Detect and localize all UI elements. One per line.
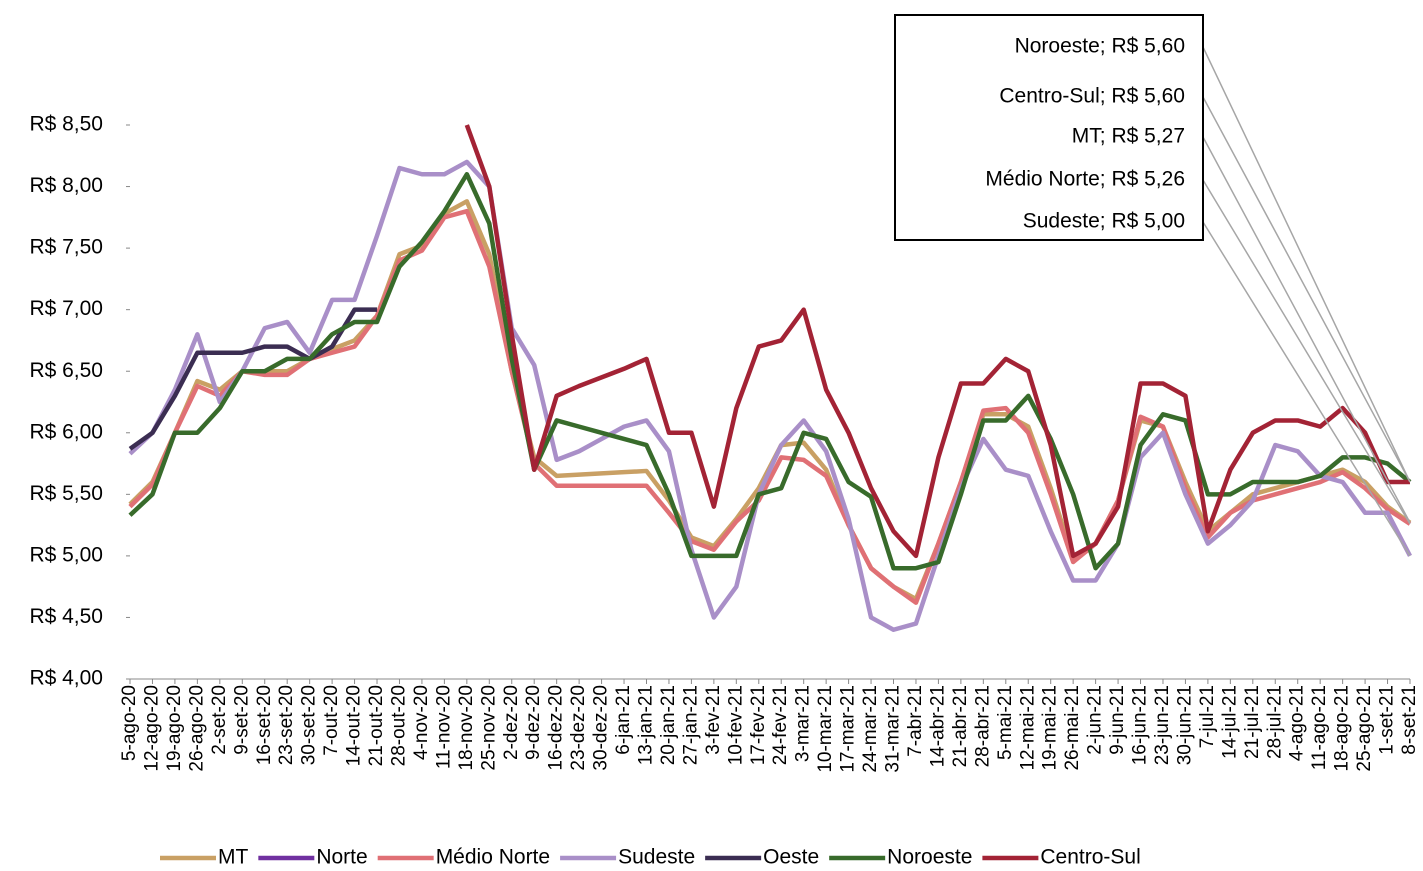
x-tick-label: 14-abr-21 [927,685,948,767]
x-tick-label: 30-jun-21 [1174,685,1195,765]
x-tick-label: 25-nov-20 [478,685,499,771]
legend-label: Médio Norte [436,846,550,869]
x-tick-label: 19-ago-20 [164,685,185,772]
x-tick-label: 23-dez-20 [568,685,589,771]
x-tick-label: 21-abr-21 [950,685,971,767]
x-tick-label: 1-set-21 [1377,685,1398,755]
x-tick-label: 23-jun-21 [1152,685,1173,765]
series-line [128,208,1412,605]
x-tick-label: 18-ago-21 [1332,685,1353,772]
x-tick-label: 2-dez-20 [501,685,522,760]
series-line [464,124,1410,559]
leader-line [1193,96,1411,483]
x-tick-label: 28-jul-21 [1264,685,1285,759]
annotation-box [894,14,1204,241]
x-tick-label: 9-jun-21 [1107,685,1128,755]
x-tick-label: 7-abr-21 [905,685,926,757]
x-tick-label: 14-jul-21 [1219,685,1240,759]
x-tick-label: 26-ago-20 [186,685,207,772]
legend-label: Centro-Sul [1040,846,1140,869]
series-line [128,159,1412,633]
y-tick-label: R$ 6,00 [29,420,103,443]
leader-line [1193,46,1411,483]
x-tick-label: 27-jan-21 [680,685,701,765]
x-tick-label: 14-out-20 [344,685,365,766]
x-tick-label: 5-ago-20 [119,685,140,761]
x-tick-label: 16-jun-21 [1130,685,1151,765]
x-tick-label: 19-mai-21 [1040,685,1061,771]
x-tick-label: 17-mar-21 [838,685,859,773]
x-tick-label: 12-ago-20 [141,685,162,772]
y-tick-label: R$ 7,00 [29,297,103,320]
x-tick-label: 30-dez-20 [591,685,612,771]
x-tick-label: 17-fev-21 [748,685,769,765]
x-tick-label: 11-ago-21 [1309,685,1330,770]
x-tick-label: 24-fev-21 [770,685,791,765]
x-tick-label: 7-jul-21 [1197,685,1218,748]
x-tick-label: 28-abr-21 [972,685,993,767]
x-tick-label: 10-fev-21 [725,685,746,765]
annotation: Sudeste; R$ 5,00 [1023,210,1185,233]
y-tick-label: R$ 4,50 [29,605,103,628]
x-tick-label: 20-jan-21 [658,685,679,765]
x-tick-label: 16-dez-20 [546,685,567,771]
x-tick-label: 23-set-20 [276,685,297,765]
x-tick-label: 9-set-20 [231,685,252,755]
x-tick-label: 3-fev-21 [703,685,724,755]
y-tick-label: R$ 8,50 [29,113,103,136]
y-tick-label: R$ 4,00 [29,667,103,690]
legend: MT Norte Médio Norte Sudeste Oeste Noroeste Ce… [160,846,1141,869]
series-line [128,199,1412,602]
x-tick-label: 2-jun-21 [1085,685,1106,755]
x-tick-label: 30-set-20 [299,685,320,765]
x-tick-label: 4-nov-20 [411,685,432,760]
x-tick-label: 5-mai-21 [995,685,1016,760]
x-tick-label: 13-jan-21 [636,685,657,765]
y-tick-label: R$ 5,00 [29,543,103,566]
legend-label: Sudeste [618,846,695,869]
x-tick-label: 31-mar-21 [883,685,904,773]
x-tick-label: 2-set-20 [209,685,230,755]
annotation: Noroeste; R$ 5,60 [1015,35,1185,58]
x-tick-label: 21-out-20 [366,685,387,766]
leader-line [1193,179,1411,525]
x-tick-label: 3-mar-21 [793,685,814,762]
x-tick-label: 11-nov-20 [433,685,454,769]
y-tick-label: R$ 5,50 [29,482,103,505]
x-tick-label: 24-mar-21 [860,685,881,773]
x-tick-label: 7-out-20 [321,685,342,756]
annotation: MT; R$ 5,27 [1072,125,1185,148]
y-tick-label: R$ 7,50 [29,236,103,259]
x-tick-label: 9-dez-20 [523,685,544,760]
series-line [128,307,378,451]
legend-label: MT [218,846,248,869]
x-tick-label: 28-out-20 [388,685,409,766]
x-tick-label: 8-set-21 [1399,685,1420,755]
x-tick-label: 16-set-20 [254,685,275,765]
x-tick-label: 10-mar-21 [815,685,836,773]
x-tick-label: 12-mai-21 [1017,685,1038,771]
x-tick-label: 18-nov-20 [456,685,477,771]
y-tick-label: R$ 8,00 [29,174,103,197]
leader-line [1193,221,1411,557]
x-tick-label: 26-mai-21 [1062,685,1083,771]
legend-label: Oeste [763,846,819,869]
x-tick-label: 21-jul-21 [1242,685,1263,759]
annotation: Médio Norte; R$ 5,26 [985,168,1185,191]
legend-label: Norte [316,846,367,869]
x-tick-label: 4-ago-21 [1287,685,1308,761]
y-tick-label: R$ 6,50 [29,359,103,382]
annotation: Centro-Sul; R$ 5,60 [999,85,1185,108]
x-tick-label: 25-ago-21 [1354,685,1375,772]
legend-label: Noroeste [887,846,972,869]
x-tick-label: 6-jan-21 [613,685,634,755]
